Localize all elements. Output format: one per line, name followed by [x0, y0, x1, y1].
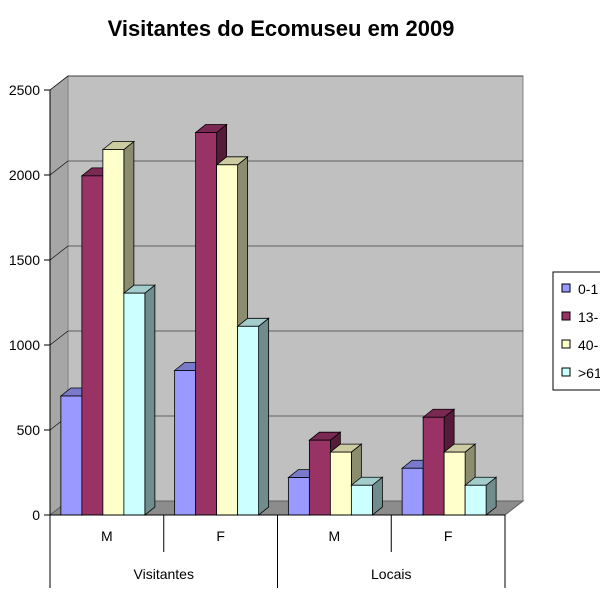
bar — [236, 317, 270, 516]
bar — [463, 476, 498, 516]
bar-front — [216, 164, 239, 516]
gridline-side — [49, 245, 69, 261]
bar-side — [144, 284, 156, 516]
bar-front — [123, 292, 146, 516]
bar-side — [258, 317, 270, 516]
bar-front — [401, 467, 424, 516]
x-tick-label: M — [329, 528, 341, 544]
bar-front — [102, 149, 125, 516]
bar — [122, 284, 157, 516]
legend-label: 40- — [578, 337, 599, 353]
bar-front — [287, 477, 310, 516]
y-tick-label: 2000 — [9, 167, 40, 183]
legend-swatch — [561, 311, 571, 321]
legend-swatch — [561, 339, 571, 349]
chart-title: Visitantes do Ecomuseu em 2009 — [108, 16, 455, 41]
y-tick-label: 2500 — [9, 82, 40, 98]
legend: 0-1 13- 40- >61 — [552, 271, 600, 391]
gridline-side — [49, 330, 69, 346]
y-tick-label: 1000 — [9, 337, 40, 353]
bars — [59, 123, 498, 516]
bar-front — [237, 325, 260, 516]
legend-box — [552, 271, 600, 391]
gridline-side — [49, 160, 69, 176]
legend-label: 0-1 — [578, 281, 598, 297]
bar-front — [350, 484, 373, 516]
y-tick-label: 1500 — [9, 252, 40, 268]
bar-front — [422, 416, 445, 516]
bar-front — [60, 395, 83, 516]
bar-front — [174, 370, 197, 516]
x-group-label: Visitantes — [134, 566, 194, 582]
bar-front — [195, 132, 218, 516]
x-tick-label: F — [444, 528, 453, 544]
legend-label: >61 — [578, 365, 600, 381]
bar-front — [308, 439, 331, 516]
bar-front — [329, 451, 352, 516]
legend-swatch — [561, 283, 571, 293]
x-group-label: Locais — [371, 566, 411, 582]
bar — [350, 476, 384, 516]
bar — [442, 443, 477, 516]
y-tick-label: 500 — [17, 422, 41, 438]
bar-front — [443, 451, 466, 516]
bar-front — [81, 175, 104, 516]
axes: 0 500 1000 1500 2000 2500 M F M F Visitantes Locais — [9, 82, 506, 588]
legend-swatch — [561, 367, 571, 377]
x-tick-label: M — [101, 528, 113, 544]
bar-front — [464, 484, 487, 516]
legend-label: 13- — [578, 309, 599, 325]
gridline-side — [49, 75, 69, 91]
y-tick-label: 0 — [32, 507, 40, 523]
x-tick-label: F — [216, 528, 225, 544]
